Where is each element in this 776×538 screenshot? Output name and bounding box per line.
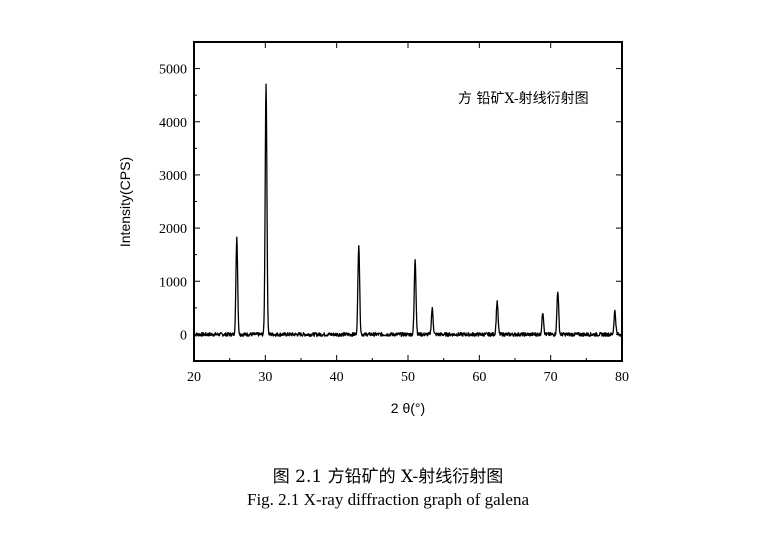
y-tick-label: 0 bbox=[180, 328, 187, 343]
figure-caption-chinese: 图 2.1 方铅矿的 X-射线衍射图 bbox=[272, 467, 504, 487]
x-tick-label: 20 bbox=[187, 370, 201, 385]
x-tick-label: 60 bbox=[472, 370, 486, 385]
plot-area bbox=[193, 41, 623, 362]
diffraction-line bbox=[193, 83, 623, 337]
plot-frame bbox=[193, 41, 623, 362]
y-tick-label: 1000 bbox=[159, 275, 187, 290]
x-tick-label: 40 bbox=[330, 370, 344, 385]
y-tick-label: 3000 bbox=[159, 169, 187, 184]
series-group bbox=[193, 83, 623, 337]
y-tick-label: 2000 bbox=[159, 222, 187, 237]
y-tick-label: 5000 bbox=[159, 63, 187, 78]
x-tick-label: 50 bbox=[401, 370, 415, 385]
legend-text: 方 铅矿X-射线衍射图 bbox=[458, 91, 589, 107]
x-tick-label: 80 bbox=[615, 370, 629, 385]
figure-caption-english: Fig. 2.1 X-ray diffraction graph of gale… bbox=[247, 490, 529, 509]
x-tick-label: 30 bbox=[258, 370, 272, 385]
y-tick-label: 4000 bbox=[159, 116, 187, 131]
y-axis-label: Intensity(CPS) bbox=[117, 157, 133, 247]
x-tick-label: 70 bbox=[544, 370, 558, 385]
axis-ticks bbox=[193, 42, 623, 361]
tick-labels: 20 30 40 50 60 70 80 0 1000 2000 3000 4000 5000 bbox=[159, 63, 629, 385]
x-axis-label: 2 θ(°) bbox=[391, 400, 425, 416]
